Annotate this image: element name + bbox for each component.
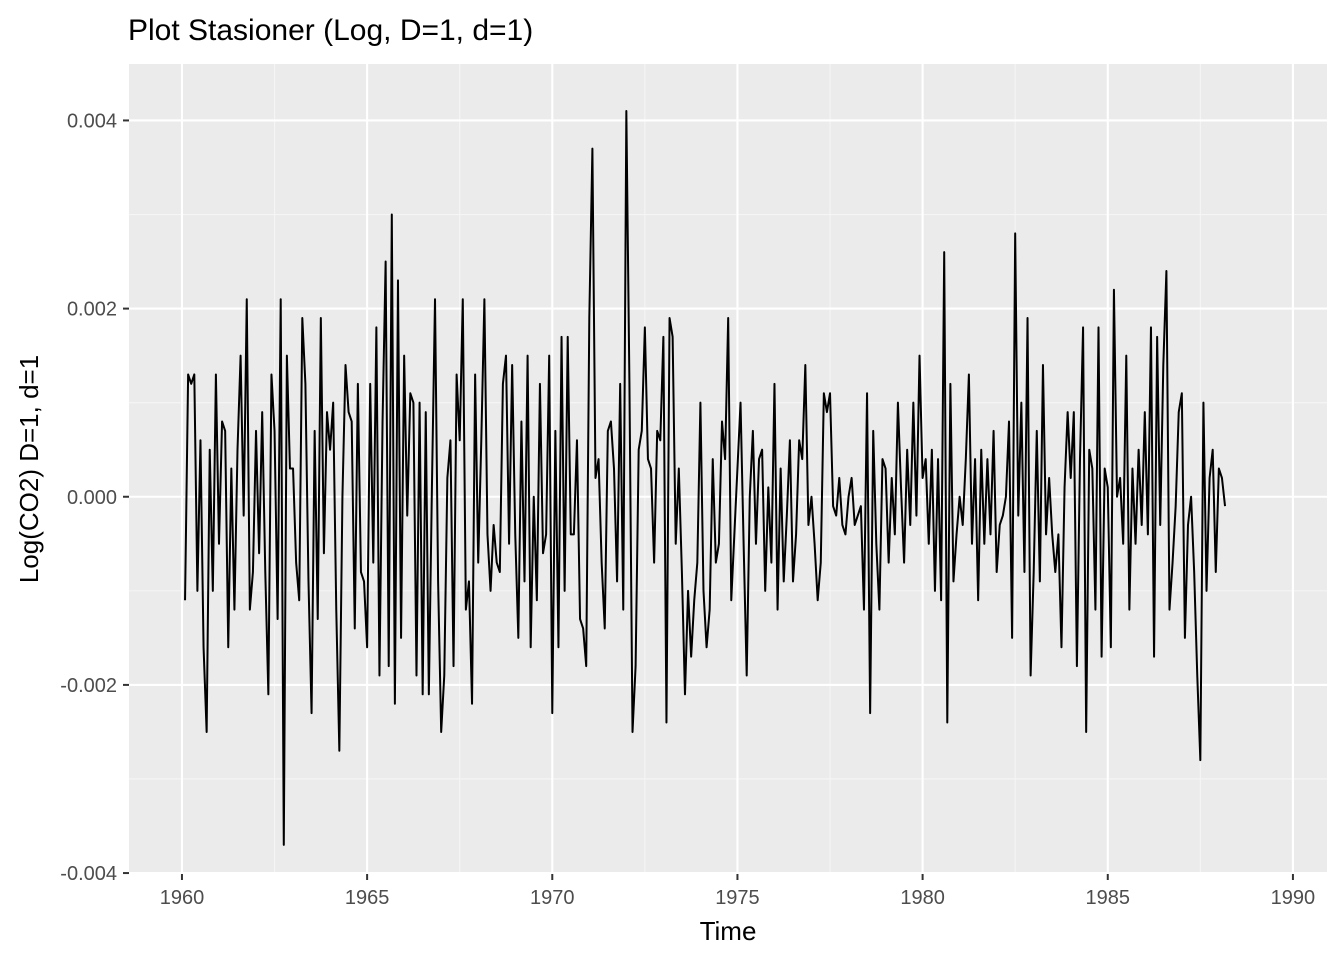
x-tick-label: 1990 [1271,887,1316,909]
plot-panel [129,64,1327,874]
series-line [184,110,1227,846]
chart-title: Plot Stasioner (Log, D=1, d=1) [128,14,533,47]
y-tick-label: 0.004 [67,110,117,132]
series-group [184,110,1227,846]
x-tick-label: 1985 [1086,887,1131,909]
x-axis-title: Time [700,916,757,946]
x-tick-label: 1980 [900,887,945,909]
y-tick-label: -0.002 [60,675,117,697]
y-tick-label: 0.000 [67,487,117,509]
x-tick-label: 1975 [715,887,760,909]
x-tick-label: 1970 [530,887,575,909]
x-tick-label: 1965 [345,887,390,909]
x-tick-label: 1960 [160,887,205,909]
y-tick-label: 0.002 [67,299,117,321]
y-tick-label: -0.004 [60,863,117,885]
x-axis: 1960 1965 1970 1975 1980 1985 1990 [160,874,1315,909]
y-axis: -0.004 -0.002 0.000 0.002 0.004 [60,110,129,885]
y-axis-title: Log(CO2) D=1, d=1 [14,355,44,583]
